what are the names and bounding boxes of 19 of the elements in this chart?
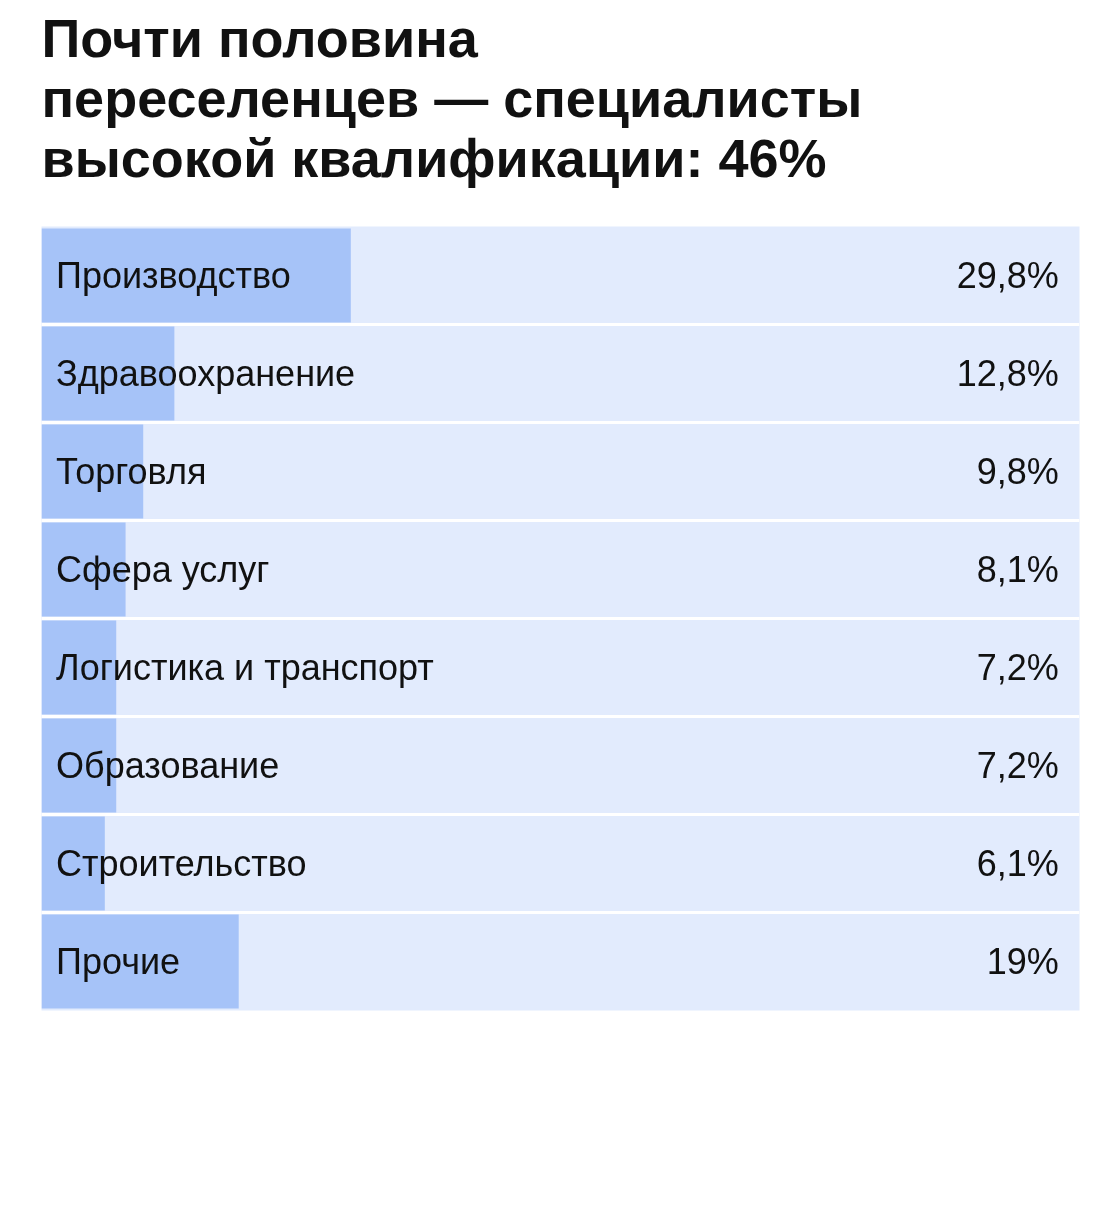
y-tick-label: Образование	[56, 745, 280, 786]
bar	[41, 914, 239, 1009]
y-tick-label: Торговля	[56, 451, 207, 492]
data-label: 8,1%	[976, 549, 1059, 590]
data-label: 6,1%	[976, 843, 1059, 884]
y-tick-label: Сфера услуг	[56, 549, 270, 590]
chart-title: Почти половина переселенцев — специалисты высокой квалификации: 46%	[41, 7, 863, 188]
y-tick-label: Логистика и транспорт	[56, 647, 434, 688]
y-tick-label: Прочие	[56, 941, 181, 982]
data-label: 19%	[986, 941, 1059, 982]
y-tick-label: Строительство	[56, 843, 307, 884]
y-tick-label: Здравоохранение	[56, 353, 356, 394]
data-label: 9,8%	[976, 451, 1059, 492]
data-label: 7,2%	[976, 745, 1059, 786]
bar	[41, 228, 351, 323]
data-label: 12,8%	[956, 353, 1059, 394]
y-tick-label: Производство	[56, 255, 291, 296]
data-label: 7,2%	[976, 647, 1059, 688]
data-label: 29,8%	[956, 255, 1059, 296]
